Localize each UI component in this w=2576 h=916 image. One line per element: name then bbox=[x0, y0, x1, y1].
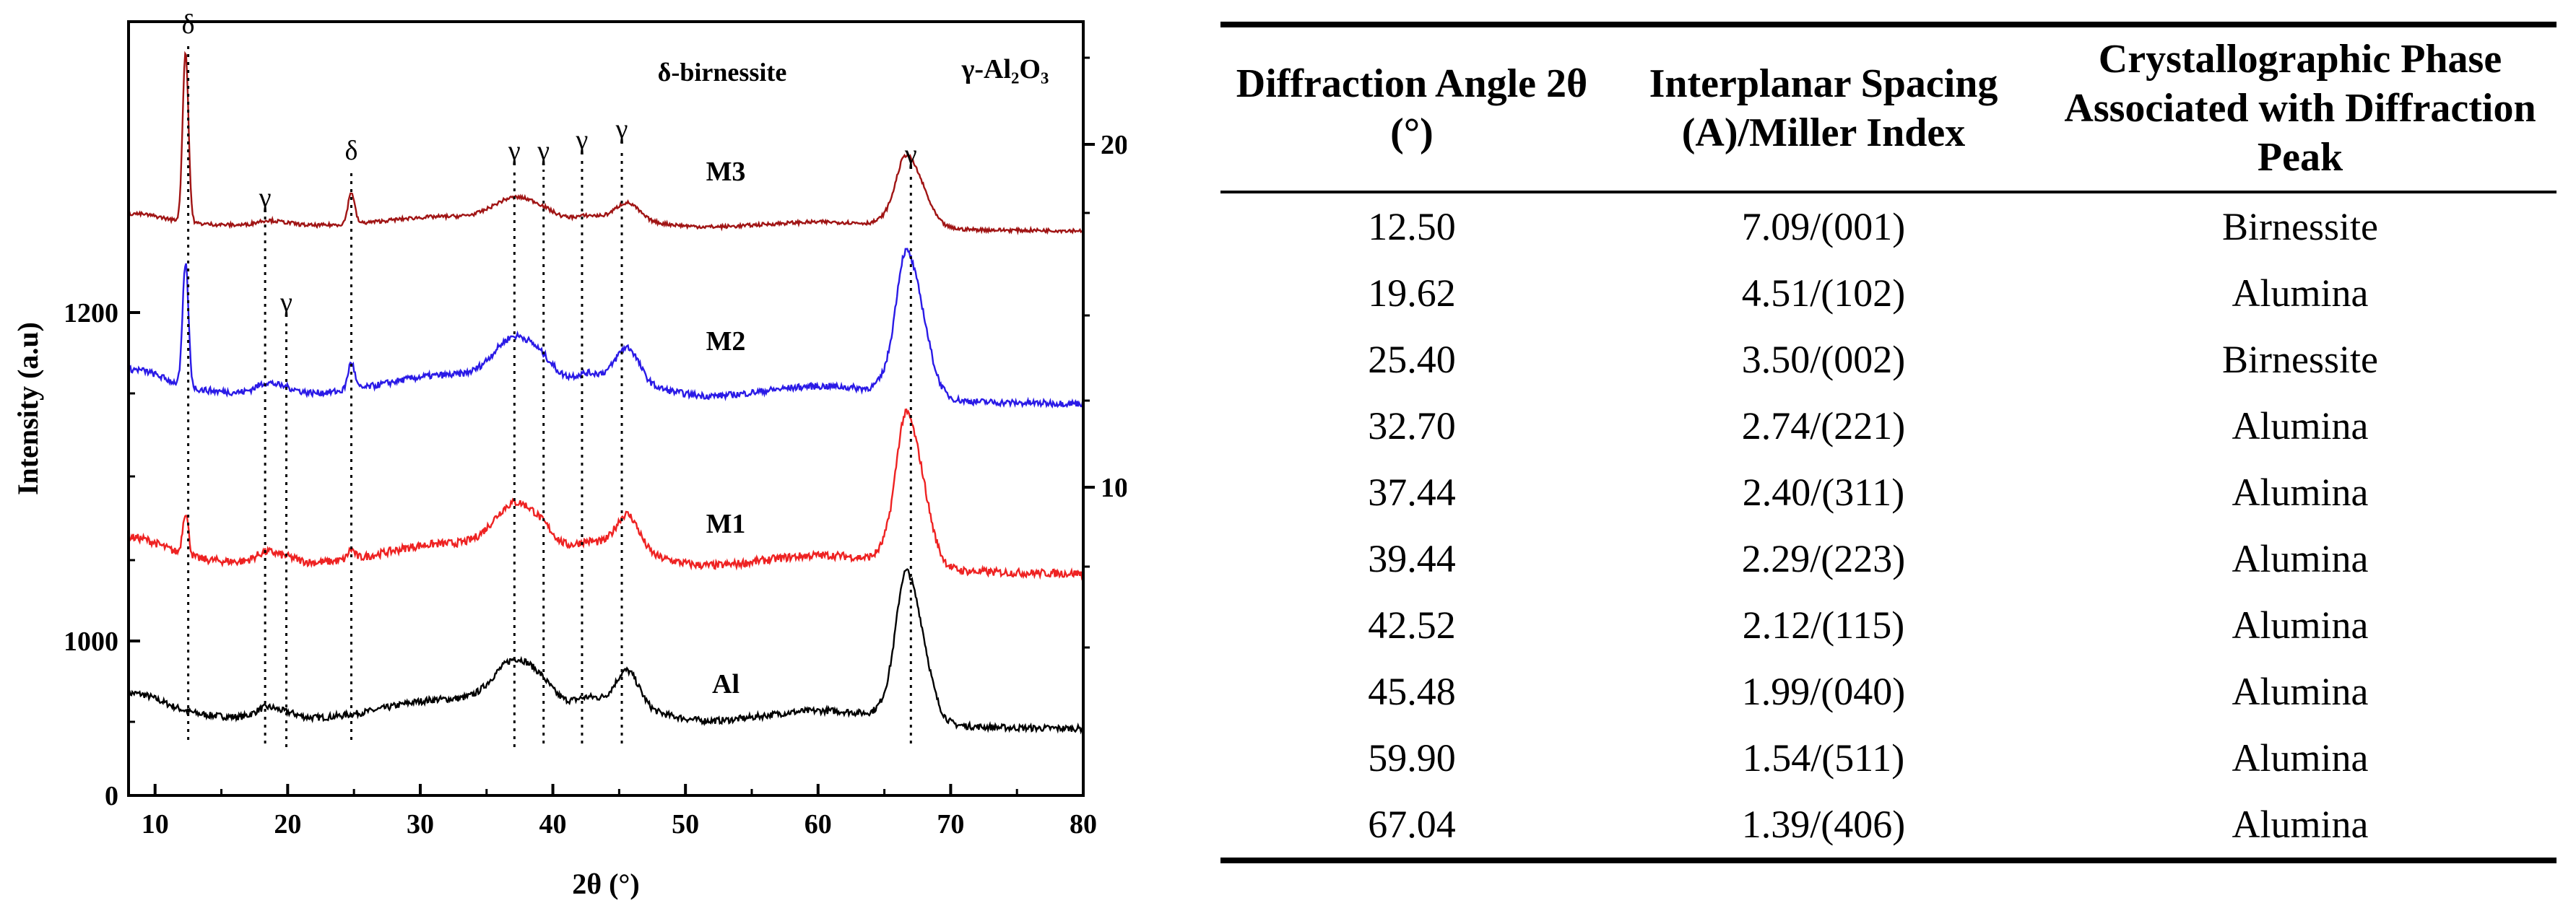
cell-phase: Alumina bbox=[2232, 404, 2369, 448]
cell-angle: 39.44 bbox=[1368, 537, 1456, 580]
y-right-tick-label: 1000 bbox=[1101, 473, 1127, 503]
peak-marker-symbol: γ bbox=[259, 183, 272, 213]
cell-phase: Alumina bbox=[2232, 736, 2369, 780]
cell-phase: Birnessite bbox=[2222, 338, 2378, 381]
cell-spacing: 1.99/(040) bbox=[1741, 670, 1906, 713]
cell-phase: Birnessite bbox=[2222, 205, 2378, 248]
y-left-tick-label: 1200 bbox=[64, 298, 118, 328]
cell-spacing: 3.50/(002) bbox=[1741, 338, 1906, 381]
cell-angle: 67.04 bbox=[1368, 803, 1456, 846]
cell-spacing: 7.09/(001) bbox=[1741, 205, 1906, 248]
series-m1-trace bbox=[127, 408, 1084, 581]
peak-marker-symbol: δ bbox=[345, 136, 358, 166]
table-row: 59.90 1.54/(511) Alumina bbox=[1220, 725, 2557, 791]
cell-phase: Alumina bbox=[2232, 471, 2369, 514]
table-row: 25.40 3.50/(002) Birnessite bbox=[1220, 326, 2557, 393]
x-tick-label: 60 bbox=[805, 809, 832, 839]
peak-assignment-table: Diffraction Angle 2θ (°) Interplanar Spa… bbox=[1220, 22, 2557, 863]
table-row: 39.44 2.29/(223) Alumina bbox=[1220, 525, 2557, 592]
cell-angle: 12.50 bbox=[1368, 205, 1456, 248]
cell-angle: 25.40 bbox=[1368, 338, 1456, 381]
cell-spacing: 1.54/(511) bbox=[1742, 736, 1905, 780]
x-tick-label: 50 bbox=[672, 809, 699, 839]
y-left-tick-label: 1000 bbox=[64, 627, 118, 657]
table-row: 12.50 7.09/(001) Birnessite bbox=[1220, 192, 2557, 260]
cell-angle: 32.70 bbox=[1368, 404, 1456, 448]
cell-spacing: 1.39/(406) bbox=[1741, 803, 1906, 846]
series-label-m1: M1 bbox=[706, 509, 746, 539]
x-tick-label: 10 bbox=[142, 809, 169, 839]
table-row: 42.52 2.12/(115) Alumina bbox=[1220, 592, 2557, 658]
peak-marker-symbol: δ bbox=[182, 9, 195, 40]
peak-marker-symbol: γ bbox=[615, 114, 628, 144]
x-axis-label: 2θ (°) bbox=[572, 868, 640, 900]
x-tick-label: 70 bbox=[937, 809, 964, 839]
table-header-row: Diffraction Angle 2θ (°) Interplanar Spa… bbox=[1220, 27, 2557, 192]
table-row: 67.04 1.39/(406) Alumina bbox=[1220, 791, 2557, 858]
series-label-m3: M3 bbox=[706, 157, 746, 187]
cell-phase: Alumina bbox=[2232, 271, 2369, 315]
cell-spacing: 2.40/(311) bbox=[1742, 471, 1905, 514]
table-row: 32.70 2.74/(221) Alumina bbox=[1220, 393, 2557, 459]
cell-angle: 19.62 bbox=[1368, 271, 1456, 315]
cell-angle: 45.48 bbox=[1368, 670, 1456, 713]
table-row: 37.44 2.40/(311) Alumina bbox=[1220, 459, 2557, 525]
x-tick-label: 40 bbox=[539, 809, 567, 839]
cell-angle: 42.52 bbox=[1368, 603, 1456, 647]
peak-marker-symbol: γ bbox=[537, 136, 550, 166]
cell-phase: Alumina bbox=[2232, 603, 2369, 647]
cell-spacing: 4.51/(102) bbox=[1741, 271, 1906, 315]
x-tick-label: 80 bbox=[1070, 809, 1097, 839]
cell-spacing: 2.12/(115) bbox=[1742, 603, 1905, 647]
series-label-m2: M2 bbox=[706, 326, 746, 357]
peak-marker-symbol: γ bbox=[279, 287, 292, 318]
cell-spacing: 2.74/(221) bbox=[1741, 404, 1906, 448]
peak-marker-symbol: γ bbox=[508, 136, 521, 166]
table-row: 45.48 1.99/(040) Alumina bbox=[1220, 658, 2557, 725]
table-top-rule bbox=[1220, 22, 2557, 27]
table-bottom-rule bbox=[1220, 858, 2557, 863]
header-diffraction-angle: Diffraction Angle 2θ (°) bbox=[1236, 61, 1588, 155]
cell-phase: Alumina bbox=[2232, 537, 2369, 580]
cell-angle: 59.90 bbox=[1368, 736, 1456, 780]
peak-marker-symbol: γ bbox=[576, 125, 589, 155]
cell-phase: Alumina bbox=[2232, 803, 2369, 846]
series-al-trace bbox=[127, 568, 1084, 735]
series-m2-trace bbox=[127, 248, 1084, 409]
x-tick-label: 20 bbox=[274, 809, 301, 839]
header-crystallographic-phase: Crystallographic Phase Associated with D… bbox=[2064, 37, 2536, 180]
cell-phase: Alumina bbox=[2232, 670, 2369, 713]
y-right-tick-label: 2000 bbox=[1101, 130, 1127, 160]
plot-frame bbox=[127, 20, 1085, 797]
cell-spacing: 2.29/(223) bbox=[1741, 537, 1906, 580]
header-interplanar-spacing: Interplanar Spacing (A)/Miller Index bbox=[1649, 61, 1998, 155]
series-label-al: Al bbox=[712, 669, 740, 699]
legend-delta-birnessite: δ-birnessite bbox=[658, 58, 787, 87]
cell-angle: 37.44 bbox=[1368, 471, 1456, 514]
y-left-tick-label: 0 bbox=[105, 781, 118, 811]
y-axis-label: Intensity (a.u) bbox=[12, 322, 44, 495]
legend-gamma-alumina: γ-Al₂O₃ bbox=[961, 54, 1049, 84]
table-row: 19.62 4.51/(102) Alumina bbox=[1220, 260, 2557, 326]
series-m3-trace bbox=[128, 51, 1083, 235]
peak-marker-symbol: γ bbox=[904, 139, 917, 170]
x-tick-label: 30 bbox=[407, 809, 434, 839]
